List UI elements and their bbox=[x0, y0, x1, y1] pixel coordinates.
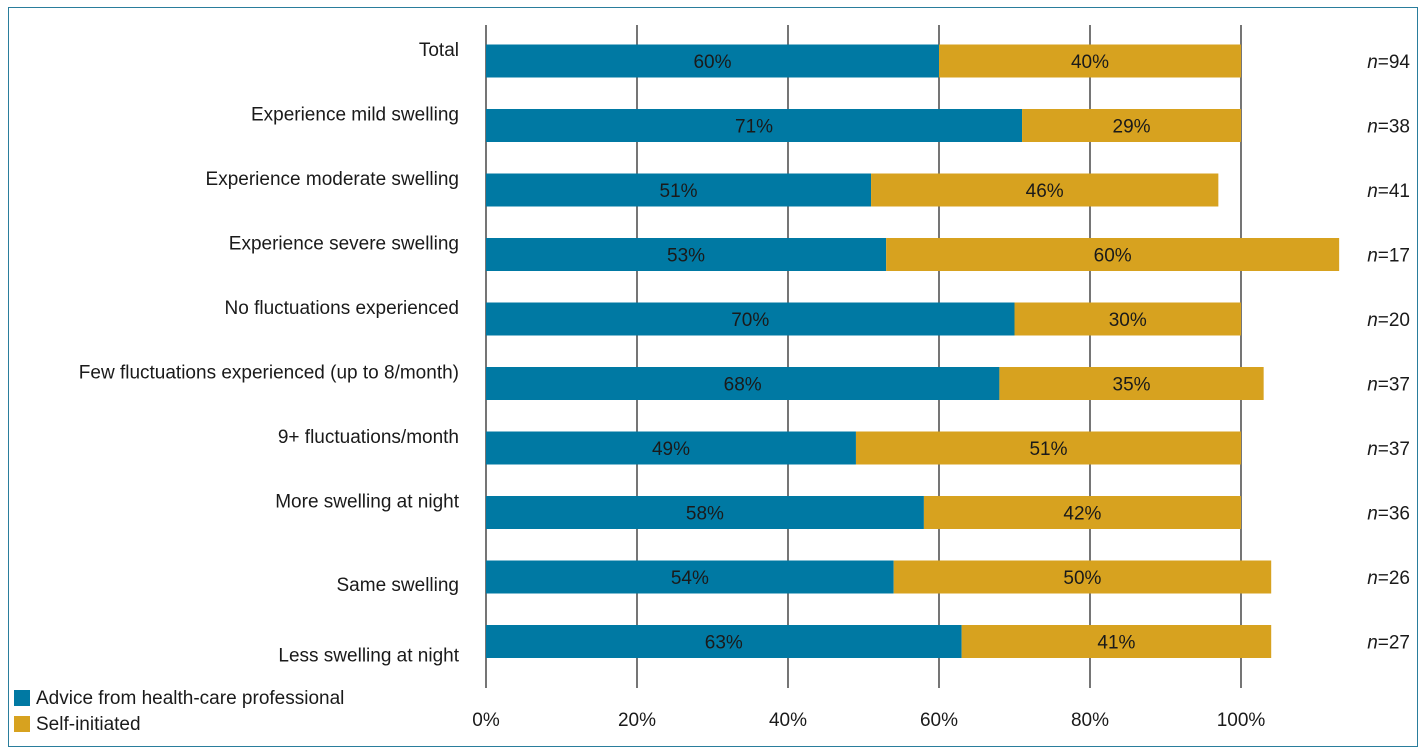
bar-advice bbox=[486, 44, 939, 78]
legend-label: Self-initiated bbox=[36, 714, 141, 735]
x-tick-label: 60% bbox=[920, 710, 958, 731]
bar-data-label: 60% bbox=[1094, 246, 1132, 267]
bar-advice bbox=[486, 109, 1023, 142]
category-label: Total bbox=[419, 40, 459, 61]
sample-size-label: n=37 bbox=[1367, 375, 1410, 396]
bar-data-label: 49% bbox=[652, 439, 690, 460]
bar-self-initiated bbox=[871, 173, 1219, 207]
bar-data-label: 70% bbox=[731, 310, 769, 331]
bar-data-label: 30% bbox=[1109, 310, 1147, 331]
bar-data-label: 46% bbox=[1026, 181, 1064, 202]
category-label: Experience severe swelling bbox=[229, 234, 459, 255]
category-label: 9+ fluctuations/month bbox=[278, 427, 459, 448]
bar-data-label: 63% bbox=[705, 633, 743, 654]
bar-data-label: 41% bbox=[1097, 633, 1135, 654]
category-label: Few fluctuations experienced (up to 8/mo… bbox=[79, 363, 459, 384]
legend: Advice from health-care professional Self… bbox=[14, 688, 344, 735]
bar-data-label: 51% bbox=[1029, 439, 1067, 460]
bar-data-label: 71% bbox=[735, 117, 773, 138]
x-tick-label: 20% bbox=[618, 710, 656, 731]
x-tick-label: 0% bbox=[472, 710, 500, 731]
sample-size-label: n=94 bbox=[1367, 52, 1410, 73]
bar-data-label: 50% bbox=[1063, 568, 1101, 589]
legend-swatch bbox=[14, 716, 30, 732]
bar-advice bbox=[486, 625, 962, 658]
category-label: Experience mild swelling bbox=[251, 105, 459, 126]
bar-data-label: 53% bbox=[667, 246, 705, 267]
bar-advice bbox=[486, 496, 924, 529]
bar-self-initiated bbox=[886, 238, 1340, 271]
x-tick-label: 80% bbox=[1071, 710, 1109, 731]
legend-swatch bbox=[14, 690, 30, 706]
bar-advice bbox=[486, 367, 1000, 400]
category-labels: Total Experience mild swelling Experience … bbox=[79, 40, 460, 667]
bar-data-label: 42% bbox=[1063, 504, 1101, 525]
sample-size-label: n=37 bbox=[1367, 439, 1410, 460]
x-axis-ticks: 0% 20% 40% 60% 80% 100% bbox=[472, 710, 1265, 731]
sample-size-label: n=38 bbox=[1367, 117, 1410, 138]
bar-data-label: 29% bbox=[1113, 117, 1151, 138]
bar-self-initiated bbox=[999, 367, 1264, 400]
bar-self-initiated bbox=[893, 560, 1272, 594]
bar-data-label: 58% bbox=[686, 504, 724, 525]
bars: 60% 40% 71% 29% 51% 46% 53% 60% 70% 30% 68% 35% 49% 5… bbox=[486, 44, 1340, 658]
bar-self-initiated bbox=[939, 44, 1241, 78]
bar-advice bbox=[486, 560, 894, 594]
bar-data-label: 35% bbox=[1113, 375, 1151, 396]
bar-data-label: 60% bbox=[693, 52, 731, 73]
x-tick-label: 40% bbox=[769, 710, 807, 731]
sample-size-label: n=26 bbox=[1367, 568, 1410, 589]
bar-advice bbox=[486, 302, 1015, 336]
sample-size-label: n=20 bbox=[1367, 310, 1410, 331]
sample-size-labels: n=94 n=38 n=41 n=17 n=20 n=37 n=37 n=36 n=26 n=27 bbox=[1367, 52, 1410, 654]
category-label: No fluctuations experienced bbox=[225, 298, 459, 319]
legend-label: Advice from health-care professional bbox=[36, 688, 344, 709]
bar-advice bbox=[486, 431, 856, 465]
bar-self-initiated bbox=[1022, 109, 1241, 142]
category-label: Less swelling at night bbox=[278, 646, 459, 667]
category-label: Experience moderate swelling bbox=[206, 169, 459, 190]
bar-self-initiated bbox=[1014, 302, 1241, 336]
bar-data-label: 54% bbox=[671, 568, 709, 589]
sample-size-label: n=36 bbox=[1367, 504, 1410, 525]
bar-self-initiated bbox=[961, 625, 1272, 658]
sample-size-label: n=17 bbox=[1367, 246, 1410, 267]
category-label: More swelling at night bbox=[275, 492, 459, 513]
sample-size-label: n=41 bbox=[1367, 181, 1410, 202]
bar-data-label: 40% bbox=[1071, 52, 1109, 73]
bar-advice bbox=[486, 173, 872, 207]
sample-size-label: n=27 bbox=[1367, 633, 1410, 654]
bar-data-label: 68% bbox=[724, 375, 762, 396]
category-label: Same swelling bbox=[337, 575, 460, 596]
bar-self-initiated bbox=[923, 496, 1241, 529]
x-tick-label: 100% bbox=[1217, 710, 1266, 731]
bar-advice bbox=[486, 238, 887, 271]
bar-data-label: 51% bbox=[660, 181, 698, 202]
bar-self-initiated bbox=[855, 431, 1241, 465]
